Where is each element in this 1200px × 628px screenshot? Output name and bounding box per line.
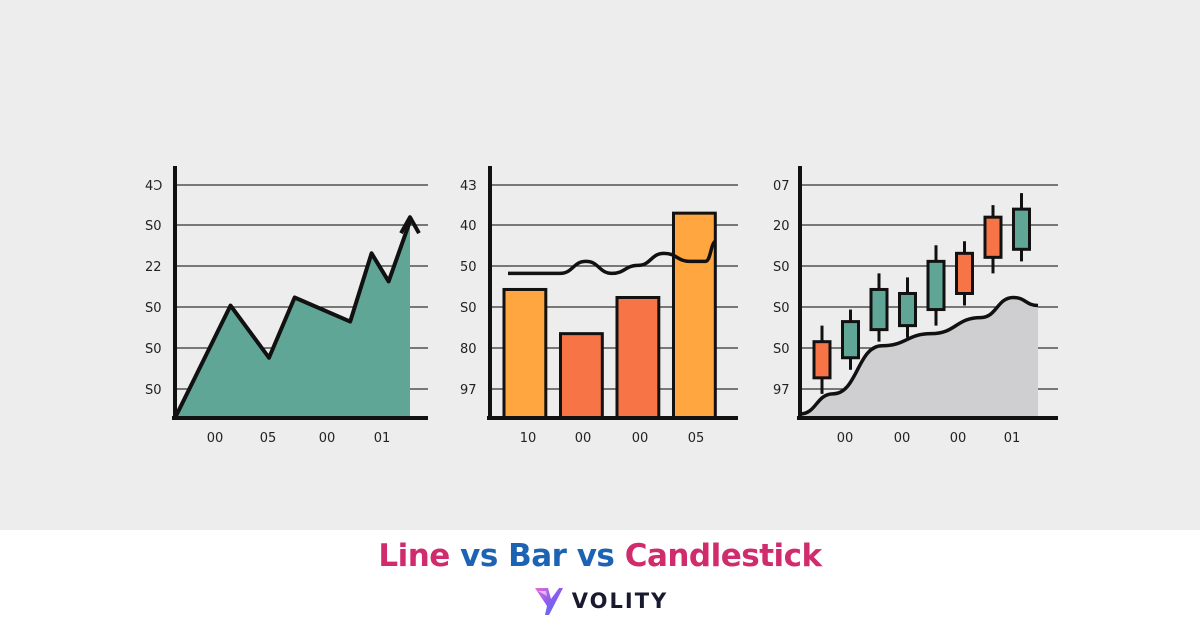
y-tick-label: S0 [460,301,477,316]
x-tick-label: 00 [632,431,649,446]
y-tick-label: 40 [460,219,477,234]
headline-line: Line [378,538,450,574]
y-tick-label: 22 [145,260,162,275]
volity-logo-icon [534,588,563,615]
x-tick-label: 00 [837,431,854,446]
bar [672,211,717,420]
y-tick-label: S0 [773,301,790,316]
area-line [799,295,1039,416]
x-tick-label: 05 [688,431,705,446]
candle-body [812,340,832,380]
x-tick-label: 00 [207,431,224,446]
y-tick-label: 20 [773,219,790,234]
y-tick-label: 97 [460,383,477,398]
overlay-line [507,239,717,276]
y-tick-label: S0 [145,219,162,234]
candle-body [955,251,974,295]
y-tick-label: 50 [460,260,477,275]
illustration-background [0,0,1200,530]
y-tick-label: S0 [145,342,162,357]
y-tick-label: 97 [773,383,790,398]
area-fill [800,297,1038,418]
candle-body [869,287,889,332]
bar [615,296,661,420]
chart-2 [487,166,738,420]
brand-logo: VOLITY [0,584,1200,618]
y-tick-label: 4З [460,179,477,194]
candle-body [898,291,917,328]
x-tick-label: 01 [374,431,391,446]
candle-body [1012,207,1031,251]
charts-illustration: 4Ͻ S0 22 S0 S0 S0 00 05 00 01 4З 40 50 S0 80 97 10 00 00 05… [145,166,1058,446]
y-tick-label: 07 [773,179,790,194]
x-tick-label: 00 [894,431,911,446]
y-tick-label: S0 [773,260,790,275]
y-tick-label: 80 [460,342,477,357]
candle-body [983,215,1003,259]
candle-body [841,320,860,360]
headline-candlestick: Candlestick [624,538,822,574]
chart-3 [797,166,1058,420]
x-tick-label: 05 [260,431,277,446]
candle-body [926,259,946,312]
brand-name: VOLITY [571,589,669,613]
headline: Line vs Bar vs Candlestick [0,538,1200,574]
trend-arrow-icon [399,215,421,235]
y-tick-label: 4Ͻ [145,179,162,194]
chart-1 [172,166,428,420]
x-tick-label: 00 [950,431,967,446]
bar [559,332,604,420]
x-tick-label: 10 [520,431,537,446]
headline-vs-1: vs [460,538,498,574]
headline-vs-2: vs [576,538,615,574]
x-tick-label: 01 [1004,431,1021,446]
y-tick-label: S0 [145,301,162,316]
bar [502,287,548,420]
headline-bar: Bar [508,538,567,574]
y-tick-label: S0 [145,383,162,398]
x-tick-label: 00 [575,431,592,446]
data-line [173,220,412,419]
area-fill [175,221,410,418]
x-tick-label: 00 [319,431,336,446]
y-tick-label: S0 [773,342,790,357]
